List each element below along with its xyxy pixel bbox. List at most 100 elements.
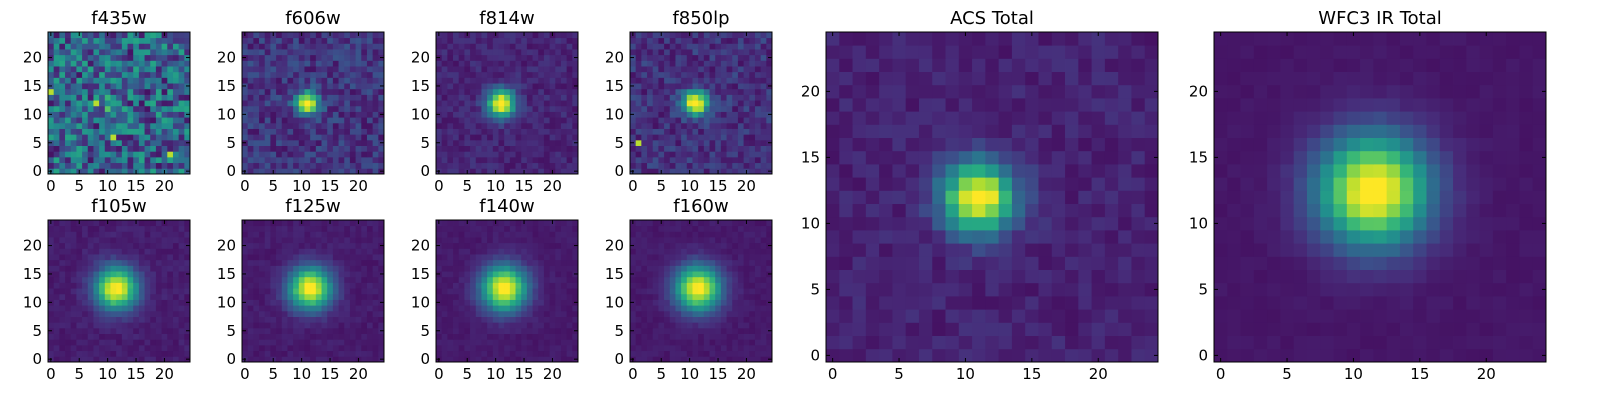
heatmap-cell — [116, 356, 123, 363]
heatmap-cell — [754, 54, 762, 61]
heatmap-cell — [76, 88, 83, 95]
heatmap-cell — [509, 225, 516, 232]
heatmap-cell — [310, 145, 317, 152]
heatmap-cell — [566, 32, 573, 39]
heatmap-cell — [178, 49, 185, 56]
heatmap-cell — [82, 282, 89, 289]
heatmap-cell — [378, 100, 385, 107]
heatmap-cell — [253, 66, 260, 73]
heatmap-cell — [264, 122, 271, 129]
heatmap-cell — [338, 242, 345, 249]
heatmap-cell — [526, 145, 533, 152]
heatmap-cell — [332, 276, 339, 283]
heatmap-cell — [555, 60, 562, 67]
heatmap-cell — [133, 305, 140, 312]
heatmap-cell — [48, 288, 55, 295]
heatmap-cell — [361, 237, 368, 244]
heatmap-cell — [754, 288, 762, 295]
heatmap-cell — [703, 94, 710, 101]
heatmap-cell — [475, 310, 482, 317]
heatmap-cell — [686, 333, 693, 340]
heatmap-cell — [378, 60, 385, 67]
heatmap-cell — [526, 139, 533, 146]
heatmap-cell — [464, 100, 471, 107]
heatmap-cell — [703, 156, 710, 164]
heatmap-cell — [436, 128, 443, 135]
heatmap-cell — [475, 225, 482, 232]
heatmap-cell — [321, 162, 328, 169]
heatmap-cell — [436, 225, 443, 232]
heatmap-cell — [270, 37, 277, 44]
heatmap-cell — [144, 350, 151, 357]
heatmap-cell — [327, 128, 334, 135]
heatmap-cell — [281, 288, 288, 295]
heatmap-cell — [630, 288, 637, 295]
heatmap-cell — [276, 156, 283, 164]
heatmap-cell — [572, 151, 579, 158]
heatmap-cell — [521, 344, 528, 352]
heatmap-cell — [99, 248, 106, 255]
heatmap-cell — [293, 88, 300, 95]
heatmap-cell — [560, 333, 568, 340]
heatmap-cell — [99, 254, 106, 261]
heatmap-cell — [242, 66, 249, 73]
y-tick-label: 10 — [411, 293, 430, 311]
heatmap-cell — [133, 225, 140, 232]
heatmap-cell — [538, 265, 545, 272]
heatmap-cell — [658, 151, 665, 158]
heatmap-cell — [144, 54, 151, 61]
heatmap-cell — [253, 225, 260, 232]
heatmap-cell — [470, 288, 477, 295]
heatmap-cell — [355, 248, 362, 255]
heatmap-cell — [470, 54, 477, 61]
heatmap-cell — [720, 100, 727, 107]
heatmap-cell — [436, 156, 443, 164]
heatmap-cell — [276, 225, 283, 232]
heatmap-cell — [692, 139, 699, 146]
heatmap-cell — [487, 151, 494, 158]
heatmap-cell — [447, 49, 454, 56]
heatmap-cell — [65, 151, 72, 158]
heatmap-cell — [715, 151, 722, 158]
heatmap-cell — [441, 322, 448, 329]
heatmap-cell — [167, 49, 174, 56]
heatmap-cell — [647, 49, 654, 56]
heatmap-cell — [48, 322, 55, 329]
heatmap-cell — [349, 231, 356, 238]
heatmap-cell — [378, 49, 385, 56]
heatmap-cell — [144, 66, 151, 73]
heatmap-cell — [70, 151, 77, 158]
heatmap-cell — [681, 71, 688, 78]
heatmap-cell — [538, 71, 545, 78]
heatmap-cell — [641, 322, 648, 329]
heatmap-cell — [441, 248, 448, 255]
heatmap-cell — [298, 237, 305, 244]
heatmap-cell — [82, 310, 89, 317]
heatmap-cell — [93, 254, 100, 261]
heatmap-cell — [436, 293, 443, 300]
heatmap-cell — [538, 293, 545, 300]
heatmap-cell — [647, 60, 654, 67]
heatmap-cell — [150, 293, 157, 300]
heatmap-cell — [458, 71, 465, 78]
heatmap-cell — [447, 305, 454, 312]
heatmap-cell — [766, 316, 773, 323]
heatmap-cell — [458, 220, 465, 227]
heatmap-cell — [121, 151, 128, 158]
heatmap-cell — [264, 66, 271, 73]
heatmap-cell — [760, 288, 767, 295]
heatmap-cell — [737, 43, 744, 50]
heatmap-cell — [436, 350, 443, 357]
heatmap-cell — [647, 339, 654, 346]
heatmap-cell — [441, 350, 448, 357]
heatmap-cell — [138, 156, 145, 164]
heatmap-cell — [560, 322, 568, 329]
heatmap-cell — [65, 225, 72, 232]
heatmap-cell — [259, 60, 266, 67]
heatmap-cell — [281, 350, 288, 357]
heatmap-cell — [138, 248, 145, 255]
heatmap-cell — [315, 282, 322, 289]
heatmap-cell — [441, 225, 448, 232]
heatmap-cell — [635, 350, 642, 357]
heatmap-cell — [99, 327, 106, 334]
